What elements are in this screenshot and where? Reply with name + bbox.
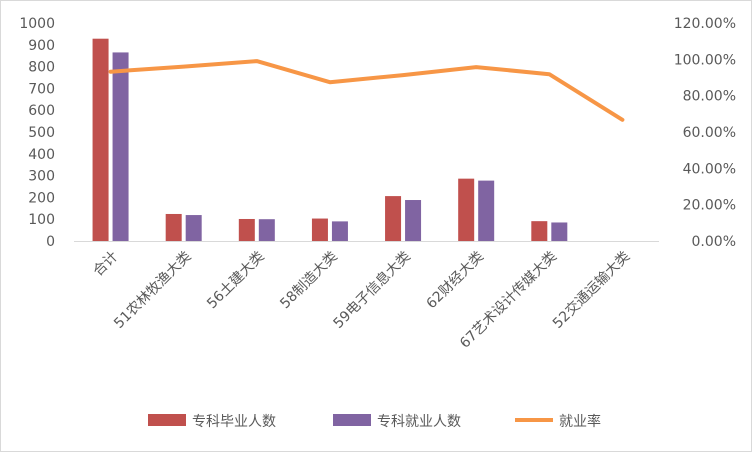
right-axis-tick-label: 100.00% (674, 52, 736, 68)
line-point-就业率 (329, 81, 331, 83)
bar-专科就业人数 (551, 222, 568, 241)
legend-label: 专科毕业人数 (192, 414, 276, 430)
left-axis-tick-label: 600 (28, 103, 55, 119)
left-axis-tick-label: 400 (28, 147, 55, 163)
left-axis-tick-label: 1000 (19, 16, 55, 32)
legend-swatch-专科毕业人数 (148, 414, 186, 426)
left-axis-tick-label: 300 (28, 169, 55, 185)
line-point-就业率 (548, 73, 550, 75)
bar-专科毕业人数 (531, 221, 548, 241)
bar-专科毕业人数 (165, 213, 182, 241)
category-label: 51农林牧渔大类 (111, 249, 194, 332)
line-layer (108, 59, 625, 122)
category-label: 56土建大类 (204, 249, 268, 313)
bar-专科就业人数 (331, 221, 348, 241)
bars-layer (92, 38, 568, 242)
left-axis-tick-label: 100 (28, 212, 55, 228)
left-axis-tick-label: 800 (28, 60, 55, 76)
line-point-就业率 (621, 119, 623, 121)
legend-label: 专科就业人数 (377, 414, 461, 430)
bar-专科毕业人数 (92, 38, 109, 241)
category-label: 52交通运输大类 (549, 248, 633, 332)
bar-专科毕业人数 (385, 196, 402, 241)
category-label: 58制造大类 (277, 249, 341, 313)
bar-专科毕业人数 (311, 218, 328, 241)
category-label: 合计 (90, 249, 121, 280)
bar-专科毕业人数 (458, 178, 475, 241)
right-axis-tick-label: 120.00% (674, 16, 736, 32)
line-point-就业率 (110, 71, 112, 73)
category-label: 62财经大类 (423, 249, 487, 313)
right-axis-ticks: 0.00% 20.00% 40.00% 60.00% 80.00% 100.00% 120.… (674, 16, 736, 250)
left-axis-tick-label: 0 (46, 234, 55, 250)
line-point-就业率 (183, 66, 185, 68)
legend-label: 就业率 (559, 413, 601, 430)
left-axis-tick-label: 500 (28, 125, 55, 141)
bar-专科毕业人数 (238, 218, 255, 241)
legend: 专科毕业人数 专科就业人数 就业率 (148, 413, 601, 430)
line-point-就业率 (402, 74, 404, 76)
bar-专科就业人数 (405, 200, 422, 241)
bar-专科就业人数 (185, 215, 202, 241)
line-point-就业率 (256, 60, 258, 62)
left-axis-tick-label: 700 (28, 81, 55, 97)
bar-专科就业人数 (112, 52, 129, 242)
line-series-就业率 (108, 59, 625, 122)
right-axis-tick-label: 0.00% (692, 234, 736, 250)
right-axis-tick-label: 20.00% (683, 198, 736, 214)
category-label: 59电子信息大类 (330, 248, 414, 332)
bar-专科就业人数 (478, 180, 495, 241)
right-axis-tick-label: 60.00% (683, 125, 736, 141)
right-axis-tick-label: 80.00% (683, 89, 736, 105)
line-point-就业率 (475, 66, 477, 68)
legend-swatch-专科就业人数 (333, 414, 371, 426)
left-axis-ticks: 0 100 200 300 400 500 600 700 800 900 1000 (19, 16, 55, 250)
left-axis-tick-label: 200 (28, 190, 55, 206)
left-axis-tick-label: 900 (28, 38, 55, 54)
bar-专科就业人数 (258, 219, 275, 241)
right-axis-tick-label: 40.00% (683, 161, 736, 177)
